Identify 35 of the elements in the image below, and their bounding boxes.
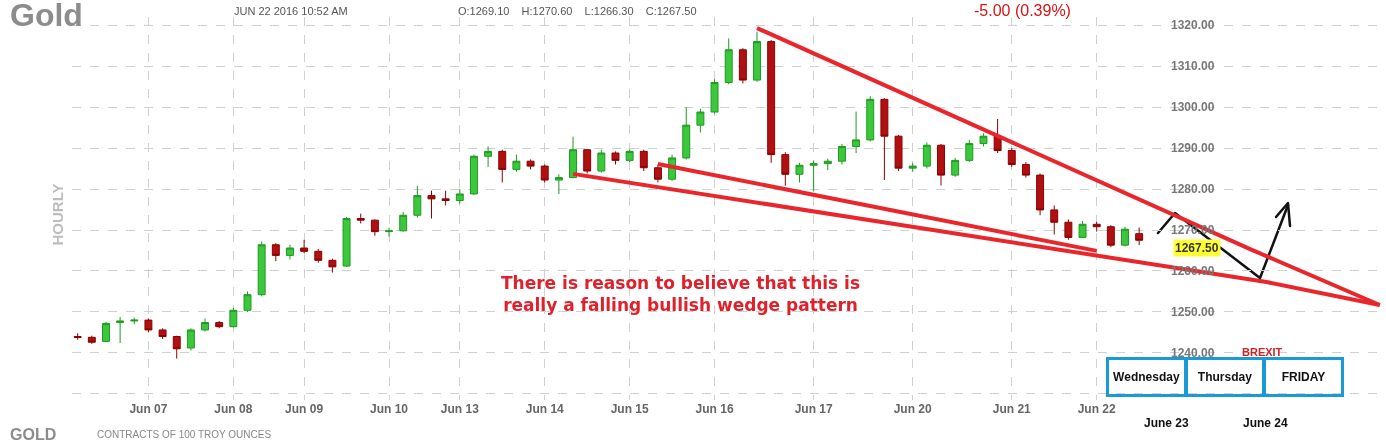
chart-title: Gold <box>10 0 83 34</box>
annotation: There is reason to believe that this is really a falling bullish wedge pattern <box>501 273 861 316</box>
annotation: BREXIT <box>1242 346 1283 358</box>
text: CONTRACTS OF 100 TROY OUNCES <box>97 429 272 440</box>
x-tick-label: Jun 22 <box>1077 402 1117 416</box>
x-tick-label: Jun 15 <box>610 402 649 416</box>
annotation: 1267.50 <box>1175 241 1219 255</box>
y-tick-label: 1280.00 <box>1171 182 1215 197</box>
x-tick-label: Jun 20 <box>893 402 933 416</box>
text: June 23 <box>1144 416 1190 430</box>
annotation: Wednesday <box>1113 370 1180 384</box>
x-tick-label: Jun 08 <box>214 402 253 416</box>
y-tick-label: 1310.00 <box>1171 59 1215 74</box>
y-tick-label: 1250.00 <box>1171 305 1215 320</box>
y-tick-label: 1320.00 <box>1171 18 1215 33</box>
text: June 24 <box>1243 416 1289 430</box>
y-tick-label: 1290.00 <box>1171 141 1215 156</box>
x-tick-label: Jun 13 <box>440 402 480 416</box>
x-tick-label: Jun 09 <box>285 402 324 416</box>
x-tick-label: Jun 16 <box>695 402 734 416</box>
annotation: Thursday <box>1197 370 1253 384</box>
x-tick-label: Jun 07 <box>129 402 168 416</box>
x-tick-label: Jun 21 <box>992 402 1032 416</box>
x-tick-label: Jun 14 <box>525 402 565 416</box>
text: JUN 22 2016 10:52 AM <box>234 5 348 17</box>
text: O:1269.10 H:1270.60 L:1266.30 C:1267.50 <box>458 5 697 17</box>
x-tick-label: Jun 10 <box>370 402 409 416</box>
annotation: -5.00 (0.39%) <box>974 2 1071 19</box>
y-tick-label: 1240.00 <box>1171 346 1215 361</box>
annotation: FRIDAY <box>1281 370 1326 384</box>
y-tick-label: 1300.00 <box>1171 100 1215 115</box>
text: GOLD <box>10 426 57 442</box>
y-tick-label: 1260.00 <box>1171 264 1215 279</box>
y-axis-title: HOURLY <box>48 183 66 246</box>
x-tick-label: Jun 17 <box>794 402 833 416</box>
